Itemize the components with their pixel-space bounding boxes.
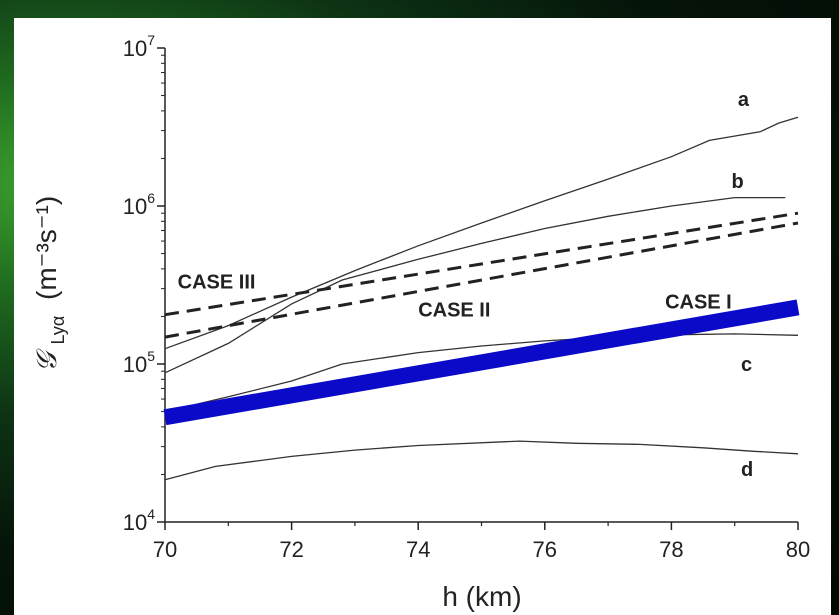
series-label-a: a: [738, 89, 750, 111]
x-tick-label: 78: [659, 537, 683, 562]
x-tick-label: 72: [279, 537, 303, 562]
series-label-layer: a b CASE III CASE II CASE I c d: [178, 89, 754, 481]
y-tick-label: 104: [123, 506, 155, 535]
x-axis-title: h (km): [442, 581, 521, 612]
y-tick-base: 10: [123, 352, 147, 377]
series-label-case-iii: CASE III: [178, 272, 256, 294]
series-line-case-ii: [164, 221, 799, 339]
series-label-c: c: [741, 354, 752, 376]
series-label-d: d: [741, 459, 753, 481]
x-tick-label: 80: [786, 537, 810, 562]
series-line-case-i: [163, 299, 800, 426]
y-tick-exponent: 5: [147, 348, 155, 364]
axis-titles: h (km) 𝒢 Lyα (m⁻³s⁻¹): [30, 196, 522, 612]
series-label-b: b: [732, 171, 744, 193]
y-tick-base: 10: [123, 510, 147, 535]
y-tick-base: 10: [123, 36, 147, 61]
series-layer: [163, 116, 800, 481]
series-line-d: [164, 440, 799, 481]
series-line-a: [164, 116, 799, 350]
plot-panel: [14, 18, 831, 615]
x-tick-label: 70: [153, 537, 177, 562]
y-axis-subscript: Lyα: [48, 316, 68, 345]
y-tick-label: 106: [123, 190, 155, 219]
y-axis-title: 𝒢 Lyα (m⁻³s⁻¹): [30, 196, 70, 372]
y-tick-exponent: 4: [147, 506, 155, 522]
y-tick-label: 107: [123, 32, 155, 61]
y-tick-label: 105: [123, 348, 155, 377]
series-line-b: [164, 196, 786, 374]
y-tick-exponent: 7: [147, 32, 155, 48]
x-tick-label: 76: [533, 537, 557, 562]
series-label-case-i: CASE I: [665, 291, 732, 313]
series-line-case-iii: [164, 211, 799, 317]
x-tick-label: 74: [406, 537, 430, 562]
y-tick-base: 10: [123, 194, 147, 219]
y-tick-exponent: 6: [147, 190, 155, 206]
y-axis-symbol: 𝒢: [30, 348, 63, 372]
y-axis-units: (m⁻³s⁻¹): [31, 196, 62, 300]
plot-area: [164, 48, 798, 523]
series-line-c: [164, 333, 799, 413]
series-label-case-ii: CASE II: [418, 299, 490, 321]
